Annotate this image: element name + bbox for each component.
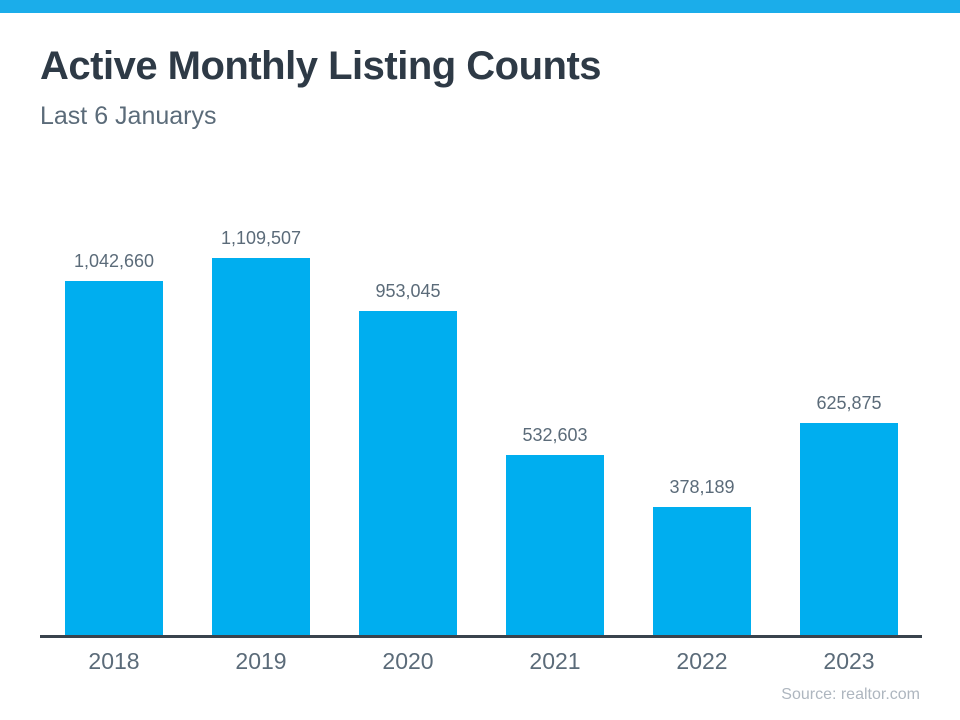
x-axis-label-2021: 2021 bbox=[529, 648, 581, 674]
x-axis-line bbox=[40, 635, 922, 638]
bar-group-2018: 1,042,660 bbox=[65, 251, 163, 636]
bar-value-label-2022: 378,189 bbox=[669, 477, 735, 497]
bar-2023 bbox=[800, 423, 898, 636]
bar-value-label-2020: 953,045 bbox=[375, 281, 441, 301]
bar-group-2023: 625,875 bbox=[800, 393, 898, 636]
bar-value-label-2019: 1,109,507 bbox=[220, 228, 302, 248]
chart-subtitle: Last 6 Januarys bbox=[40, 102, 217, 130]
bar-value-label-2023: 625,875 bbox=[816, 393, 882, 413]
x-axis-label-2018: 2018 bbox=[88, 648, 140, 674]
bar-value-label-2018: 1,042,660 bbox=[73, 251, 155, 271]
x-axis-label-2022: 2022 bbox=[676, 648, 728, 674]
bar-2022 bbox=[653, 507, 751, 636]
x-axis-label-2019: 2019 bbox=[235, 648, 287, 674]
source-attribution: Source: realtor.com bbox=[781, 686, 920, 703]
bar-value-label-2021: 532,603 bbox=[522, 425, 588, 445]
bar-2019 bbox=[212, 258, 310, 636]
bar-group-2022: 378,189 bbox=[653, 477, 751, 636]
x-axis-label-2023: 2023 bbox=[823, 648, 875, 674]
x-axis-label-2020: 2020 bbox=[382, 648, 434, 674]
bar-2018 bbox=[65, 281, 163, 636]
top-accent-bar bbox=[0, 0, 960, 13]
bar-group-2021: 532,603 bbox=[506, 425, 604, 636]
chart-title: Active Monthly Listing Counts bbox=[40, 44, 602, 88]
plot-area: 1,042,660 1,109,507 953,045 532,603 378,189 6… bbox=[40, 228, 922, 636]
bar-2021 bbox=[506, 455, 604, 636]
bar-group-2019: 1,109,507 bbox=[212, 228, 310, 636]
x-axis-labels: 2018 2019 2020 2021 2022 2023 bbox=[0, 648, 960, 678]
bar-2020 bbox=[359, 311, 457, 636]
bar-group-2020: 953,045 bbox=[359, 281, 457, 636]
